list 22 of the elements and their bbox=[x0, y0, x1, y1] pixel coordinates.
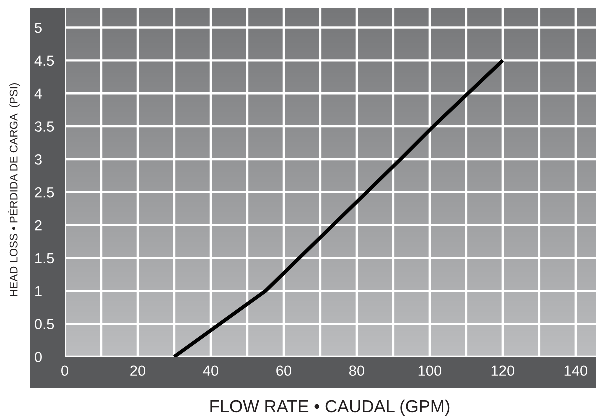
y-tick-label: 3.5 bbox=[35, 122, 54, 132]
x-tick-label: 80 bbox=[349, 366, 364, 376]
y-tick-label: 0.5 bbox=[35, 319, 54, 330]
x-tick-label: 100 bbox=[418, 366, 442, 376]
y-tick-label: 2 bbox=[35, 220, 42, 231]
y-tick-label: 3 bbox=[35, 154, 42, 165]
x-axis-title: FLOW RATE • CAUDAL (GPM) bbox=[210, 400, 450, 416]
y-axis-title: HEAD LOSS • PÉRDIDA DE CARGA (PSI) bbox=[8, 83, 20, 296]
y-tick-label: 2.5 bbox=[35, 187, 54, 198]
y-tick-label: 1.5 bbox=[36, 253, 54, 264]
y-tick-label: 1 bbox=[36, 286, 42, 296]
x-tick-label: 60 bbox=[276, 366, 292, 376]
y-tick-label: 4 bbox=[34, 88, 42, 99]
y-tick-label: 4.5 bbox=[34, 56, 54, 66]
x-tick-label: 120 bbox=[492, 366, 515, 376]
line-series bbox=[172, 58, 505, 357]
x-tick-label: 140 bbox=[564, 366, 588, 376]
y-tick-label: 5 bbox=[35, 23, 42, 34]
x-tick-label: 20 bbox=[130, 366, 146, 376]
x-tick-label: 0 bbox=[62, 366, 68, 376]
x-tick-label: 40 bbox=[203, 366, 219, 376]
y-tick-label: 0 bbox=[35, 352, 42, 362]
